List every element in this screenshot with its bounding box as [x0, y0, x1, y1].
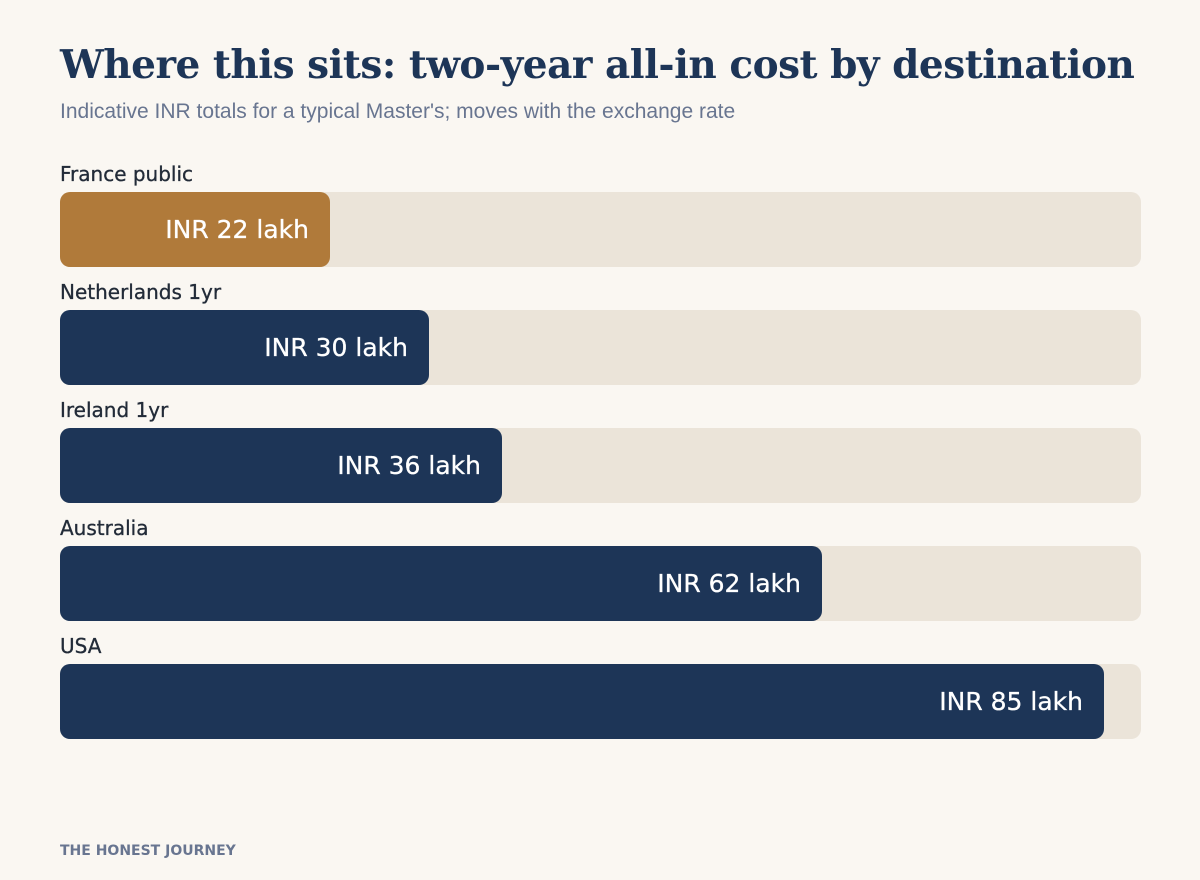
bar-track: INR 30 lakh	[60, 310, 1141, 385]
bar-track: INR 22 lakh	[60, 192, 1141, 267]
bar: INR 36 lakh	[60, 428, 502, 503]
chart-title: Where this sits: two-year all-in cost by…	[60, 42, 1135, 88]
value-label: INR 30 lakh	[264, 333, 408, 362]
value-label: INR 22 lakh	[165, 215, 309, 244]
category-label: Australia	[60, 516, 149, 540]
bar: INR 62 lakh	[60, 546, 822, 621]
brand-footer: THE HONEST JOURNEY	[60, 843, 236, 859]
category-label: France public	[60, 162, 194, 186]
value-label: INR 85 lakh	[939, 687, 1083, 716]
bar-track: INR 62 lakh	[60, 546, 1141, 621]
bar-row: USA INR 85 lakh	[60, 632, 1141, 750]
category-label: USA	[60, 634, 102, 658]
bar-track: INR 85 lakh	[60, 664, 1141, 739]
chart-subtitle: Indicative INR totals for a typical Mast…	[60, 100, 736, 123]
bar-row: France public INR 22 lakh	[60, 160, 1141, 278]
bar-row: Australia INR 62 lakh	[60, 514, 1141, 632]
bar-track: INR 36 lakh	[60, 428, 1141, 503]
value-label: INR 36 lakh	[337, 451, 481, 480]
bar: INR 22 lakh	[60, 192, 330, 267]
category-label: Netherlands 1yr	[60, 280, 222, 304]
bar-row: Ireland 1yr INR 36 lakh	[60, 396, 1141, 514]
bar: INR 30 lakh	[60, 310, 429, 385]
bar-row: Netherlands 1yr INR 30 lakh	[60, 278, 1141, 396]
category-label: Ireland 1yr	[60, 398, 169, 422]
bar: INR 85 lakh	[60, 664, 1104, 739]
bar-chart: France public INR 22 lakh Netherlands 1yr I…	[60, 160, 1141, 750]
value-label: INR 62 lakh	[657, 569, 801, 598]
